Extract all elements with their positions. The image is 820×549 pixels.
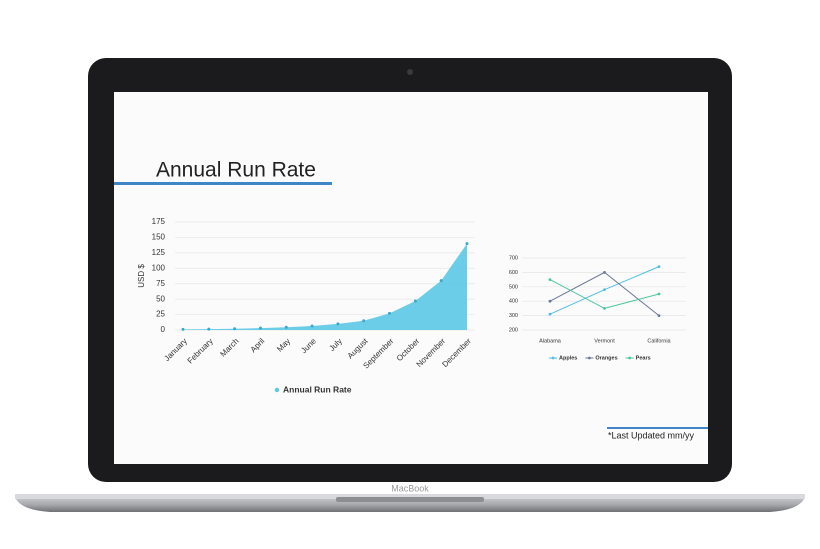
camera xyxy=(407,69,413,75)
point xyxy=(657,265,661,269)
y-tick-label: 200 xyxy=(509,327,518,333)
slide-title: Annual Run Rate xyxy=(156,159,316,182)
y-tick-label: 125 xyxy=(152,248,166,257)
legend-marker xyxy=(551,356,555,360)
y-tick-label: 150 xyxy=(152,233,166,242)
x-tick-label: California xyxy=(647,338,671,344)
laptop-base xyxy=(15,497,805,512)
point xyxy=(548,312,552,316)
y-tick-label: 700 xyxy=(509,255,518,261)
title-underline xyxy=(114,182,332,185)
legend-label: Apples xyxy=(559,355,577,361)
y-axis-label: USD $ xyxy=(137,264,146,288)
hinge-notch xyxy=(336,497,484,502)
point xyxy=(181,327,185,331)
y-tick-label: 0 xyxy=(161,325,166,334)
point xyxy=(284,325,288,329)
point xyxy=(439,279,443,283)
y-tick-label: 600 xyxy=(509,270,518,276)
point xyxy=(603,271,606,274)
legend-marker xyxy=(587,356,591,360)
point xyxy=(548,299,552,303)
point xyxy=(258,326,262,330)
y-tick-label: 400 xyxy=(509,299,518,305)
point xyxy=(657,314,661,317)
y-tick-label: 50 xyxy=(156,294,165,303)
screen xyxy=(114,92,708,464)
point xyxy=(603,307,606,310)
point xyxy=(603,288,606,292)
y-tick-label: 75 xyxy=(156,279,165,288)
point xyxy=(388,311,392,315)
x-tick-label: Alabama xyxy=(539,338,562,344)
legend-label: Pears xyxy=(636,355,651,361)
y-tick-label: 100 xyxy=(152,263,166,272)
point xyxy=(207,327,211,331)
y-tick-label: 500 xyxy=(509,284,518,290)
point xyxy=(310,324,314,328)
point xyxy=(336,322,340,326)
x-tick-label: Vermont xyxy=(594,338,615,344)
point xyxy=(657,292,661,296)
point xyxy=(233,327,237,331)
y-tick-label: 175 xyxy=(152,217,166,226)
point xyxy=(548,278,552,281)
laptop-edge xyxy=(15,494,805,499)
y-tick-label: 300 xyxy=(509,313,518,319)
point xyxy=(413,299,417,303)
point xyxy=(465,242,469,246)
footnote: *Last Updated mm/yy xyxy=(608,430,695,440)
area xyxy=(183,243,467,330)
legend-label: Annual Run Rate xyxy=(283,384,352,394)
point xyxy=(362,319,366,323)
device-label: MacBook xyxy=(391,483,429,493)
legend-label: Oranges xyxy=(595,355,617,361)
legend-marker xyxy=(628,356,632,360)
footnote-rule xyxy=(607,427,708,429)
y-tick-label: 25 xyxy=(156,310,165,319)
legend-marker xyxy=(274,387,280,393)
